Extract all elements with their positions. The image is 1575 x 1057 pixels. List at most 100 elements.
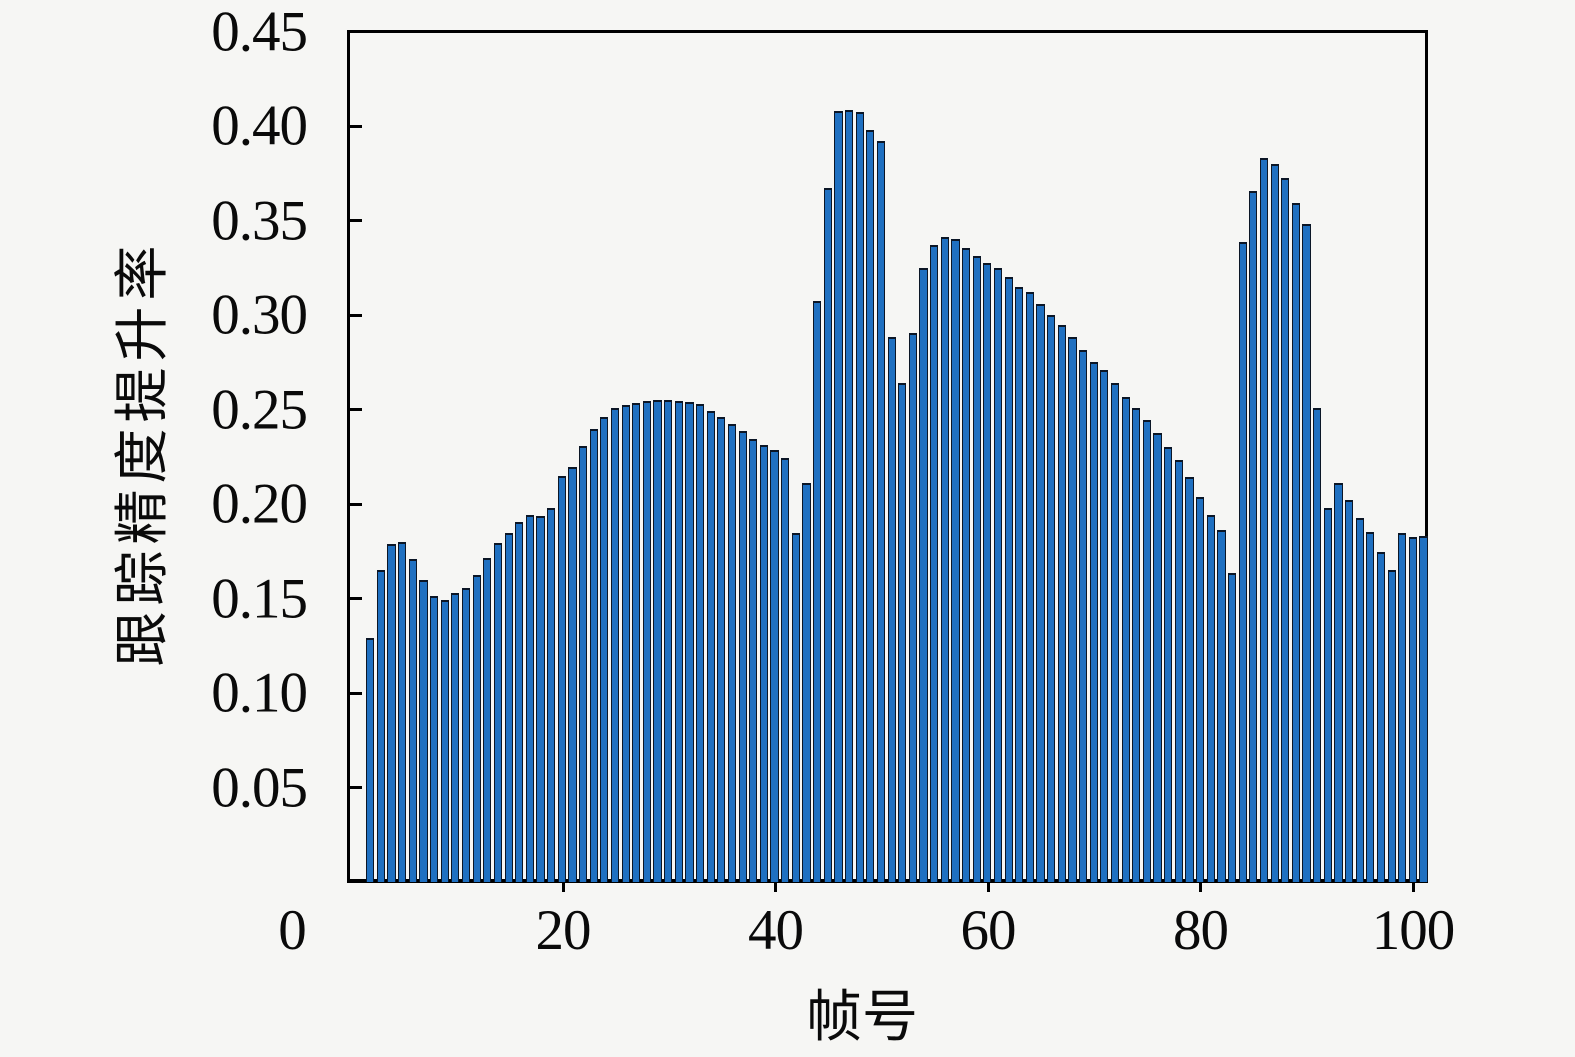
bar — [589, 429, 598, 883]
bar — [823, 187, 832, 883]
bar — [1291, 203, 1300, 883]
bar — [685, 401, 694, 883]
bar — [1249, 190, 1258, 883]
bar — [961, 248, 971, 883]
y-axis-tick-label: 0.20 — [211, 472, 308, 536]
bar — [1227, 573, 1237, 883]
bar — [802, 483, 811, 883]
bar — [483, 558, 492, 883]
bar — [1196, 496, 1205, 883]
plot-area — [347, 30, 1428, 883]
bar — [1164, 446, 1173, 883]
bar — [1387, 569, 1396, 883]
bar — [898, 383, 907, 883]
x-axis-tick — [986, 883, 990, 892]
bar — [547, 507, 556, 883]
bar — [919, 267, 928, 883]
bar — [1419, 536, 1428, 883]
bar — [1121, 396, 1130, 883]
bar — [642, 400, 651, 883]
bar — [1376, 551, 1386, 883]
y-axis-tick-label: 0.15 — [211, 567, 308, 631]
bar — [1355, 518, 1364, 883]
bar — [525, 514, 534, 883]
bar — [653, 400, 662, 883]
y-axis-tick — [350, 691, 362, 695]
y-axis-tick — [350, 408, 362, 412]
bar — [1344, 500, 1354, 883]
bar — [1110, 382, 1120, 883]
bar — [440, 600, 449, 883]
x-axis-tick-label: 60 — [960, 899, 1017, 962]
y-axis-tick-label: 0.10 — [211, 661, 308, 725]
bar — [1079, 349, 1088, 883]
bar — [1302, 224, 1311, 883]
bar — [536, 515, 545, 883]
bar — [430, 596, 439, 883]
x-axis-tick-label: 20 — [535, 899, 592, 962]
bar — [1047, 315, 1056, 883]
bar — [951, 239, 960, 883]
bar — [1185, 477, 1194, 883]
y-axis-tick-label: 0.25 — [211, 378, 308, 442]
bar — [930, 244, 939, 883]
bar — [876, 140, 886, 883]
bar — [696, 404, 705, 883]
bar — [791, 533, 800, 883]
bar — [706, 410, 715, 883]
bar — [1313, 408, 1322, 883]
bar — [1004, 276, 1013, 883]
x-axis-title: 帧号 — [806, 987, 918, 1049]
x-axis-tick-label: 100 — [1371, 899, 1455, 962]
bar — [515, 521, 524, 883]
bar — [1270, 164, 1279, 883]
bar — [568, 466, 577, 883]
bar — [1100, 370, 1109, 883]
bar — [983, 263, 992, 883]
bar — [940, 236, 949, 883]
y-axis-tick — [350, 502, 362, 506]
bar — [1281, 178, 1290, 883]
bar — [834, 111, 843, 883]
x-axis-tick — [1411, 883, 1415, 892]
bar — [1408, 536, 1417, 883]
bar — [717, 417, 726, 883]
bar — [1259, 158, 1269, 883]
y-axis-tick-label: 0.05 — [211, 756, 308, 820]
bar — [1174, 459, 1183, 883]
y-axis-tick — [350, 219, 362, 223]
bar — [419, 579, 428, 883]
bar — [1398, 533, 1407, 883]
bar — [770, 450, 779, 883]
y-axis-tick-label: 0.40 — [211, 94, 308, 158]
bar — [621, 404, 630, 883]
bar — [674, 401, 683, 883]
bar — [1142, 419, 1152, 883]
bar — [366, 638, 375, 883]
y-axis-tick-label: 0.45 — [211, 0, 308, 64]
y-axis-tick — [350, 124, 362, 128]
bar — [1089, 361, 1098, 883]
bar — [557, 475, 566, 883]
x-axis-tick-label: 40 — [748, 899, 804, 962]
bar — [408, 559, 417, 883]
bar — [1334, 483, 1343, 883]
bar — [387, 543, 396, 883]
bar — [1238, 241, 1247, 883]
bar — [738, 431, 747, 883]
bar — [855, 112, 864, 883]
x-axis-tick-label: 0 — [278, 899, 306, 962]
bar — [993, 267, 1003, 883]
bar — [600, 416, 609, 883]
bar — [727, 423, 737, 883]
bar — [451, 593, 460, 883]
bar — [908, 332, 917, 883]
x-axis-tick — [1199, 883, 1202, 892]
bar — [1068, 337, 1077, 883]
bar — [813, 300, 822, 883]
bar — [664, 400, 673, 883]
bar — [844, 110, 854, 883]
x-axis-tick — [561, 883, 565, 892]
bar — [632, 402, 641, 883]
bar — [1366, 531, 1375, 883]
